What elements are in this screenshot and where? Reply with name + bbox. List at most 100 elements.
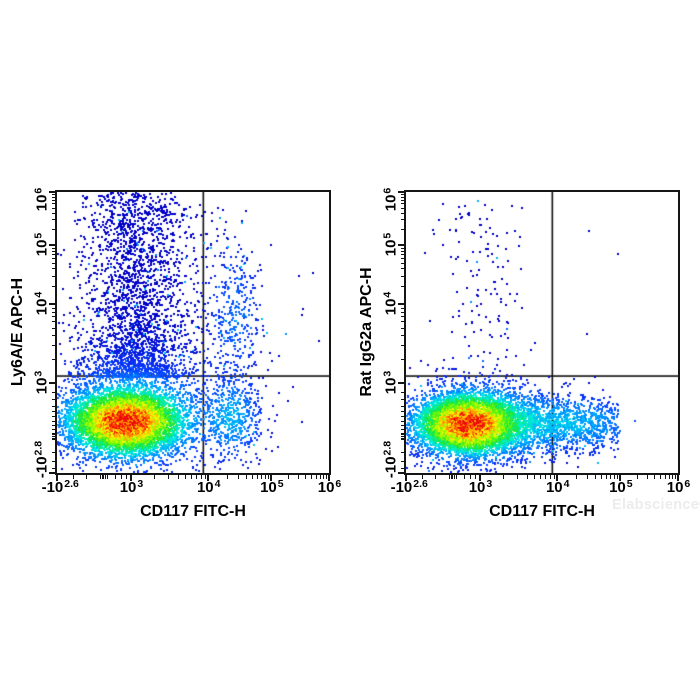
x-minor-tick [647, 475, 649, 479]
tick-exponent: 5 [32, 233, 44, 239]
x-major-tick [129, 475, 132, 481]
y-minor-tick [51, 316, 55, 318]
y-minor-tick [400, 312, 404, 314]
tick-exponent: 6 [32, 188, 44, 194]
x-minor-tick [452, 475, 454, 479]
x-tick-label: -102.6 [41, 477, 79, 497]
y-minor-tick [51, 399, 55, 401]
y-minor-tick [400, 316, 404, 318]
x-minor-tick [605, 475, 607, 479]
flow-plot-left: Ly6A/E APC-H CD117 FITC-H -102.6 103 104 10… [9, 188, 341, 520]
tick-exponent: 5 [381, 233, 393, 239]
y-minor-tick [51, 275, 55, 277]
y-major-tick [398, 303, 404, 306]
x-minor-tick [323, 475, 325, 479]
x-major-tick [556, 475, 559, 481]
x-major-tick [207, 475, 210, 481]
x-minor-tick [200, 475, 202, 479]
y-major-tick [49, 382, 55, 385]
y-tick-label: 104 [381, 292, 400, 316]
y-minor-tick [400, 250, 404, 252]
x-minor-tick [449, 475, 451, 479]
x-minor-tick [101, 475, 103, 479]
x-minor-tick [450, 475, 452, 479]
x-major-tick [478, 475, 481, 481]
y-minor-tick [400, 194, 404, 196]
y-tick-label: 103 [381, 370, 400, 395]
y-tick-label: 106 [32, 188, 51, 212]
x-minor-tick [251, 475, 253, 479]
scatter-canvas-left [57, 192, 329, 473]
y-minor-tick [400, 308, 404, 310]
y-minor-tick [400, 327, 404, 329]
y-axis-title-right: Rat IgG2a APC-H [358, 267, 375, 397]
y-minor-tick [51, 416, 55, 418]
x-minor-tick [298, 475, 300, 479]
x-minor-tick [421, 475, 423, 479]
y-minor-tick [51, 344, 55, 346]
y-minor-tick [51, 432, 55, 434]
y-minor-tick [400, 262, 404, 264]
y-minor-tick [400, 435, 404, 437]
x-minor-tick [672, 475, 674, 479]
x-minor-tick [267, 475, 269, 479]
y-minor-tick [51, 468, 55, 469]
x-minor-tick [185, 475, 187, 479]
y-minor-tick [51, 452, 55, 454]
x-minor-tick [586, 475, 588, 479]
y-minor-tick [51, 258, 55, 260]
x-minor-tick [554, 475, 555, 479]
x-minor-tick [594, 475, 596, 479]
y-minor-tick [51, 228, 55, 230]
y-minor-tick [400, 392, 404, 394]
y-minor-tick [400, 460, 404, 462]
x-minor-tick [654, 475, 656, 479]
y-minor-tick [51, 405, 55, 407]
tick-exponent: 2.8 [381, 440, 393, 455]
x-minor-tick [455, 475, 457, 479]
x-minor-tick [205, 475, 206, 479]
y-minor-tick [400, 411, 404, 413]
y-tick-label: 105 [32, 233, 51, 257]
y-minor-tick [400, 219, 404, 221]
y-minor-tick [51, 434, 55, 436]
x-tick-label: 105 [260, 477, 284, 497]
x-minor-tick [534, 475, 536, 479]
y-minor-tick [51, 286, 55, 288]
tick-exponent: 4 [214, 477, 221, 490]
y-minor-tick [400, 268, 404, 270]
y-minor-tick [400, 335, 404, 337]
y-minor-tick [51, 194, 55, 196]
x-minor-tick [288, 475, 290, 479]
x-axis-title-left: CD117 FITC-H [140, 503, 246, 520]
y-minor-tick [400, 439, 404, 441]
x-minor-tick [315, 475, 317, 479]
y-minor-tick [51, 312, 55, 314]
x-minor-tick [545, 475, 547, 479]
x-minor-tick [196, 475, 198, 479]
y-minor-tick [400, 228, 404, 230]
y-major-tick [398, 191, 404, 193]
y-minor-tick [400, 452, 404, 454]
x-minor-tick [502, 475, 504, 479]
x-minor-tick [540, 475, 542, 479]
x-major-tick [677, 475, 679, 481]
x-minor-tick [167, 475, 169, 479]
tick-exponent: 5 [626, 477, 633, 490]
y-minor-tick [400, 432, 404, 434]
tick-exponent: 3 [381, 370, 393, 377]
y-tick-label: -102.8 [381, 440, 400, 478]
y-minor-tick [400, 405, 404, 407]
x-minor-tick [256, 475, 258, 479]
y-major-tick [398, 472, 404, 474]
tick-exponent: 3 [137, 477, 144, 490]
tick-exponent: 6 [381, 188, 393, 194]
x-tick-label: 104 [196, 477, 221, 497]
x-minor-tick [616, 475, 618, 479]
y-minor-tick [51, 199, 55, 201]
y-minor-tick [400, 212, 404, 214]
x-minor-tick [100, 475, 102, 479]
x-tick-label: 106 [666, 477, 691, 497]
y-minor-tick [51, 254, 55, 256]
x-minor-tick [153, 475, 155, 479]
